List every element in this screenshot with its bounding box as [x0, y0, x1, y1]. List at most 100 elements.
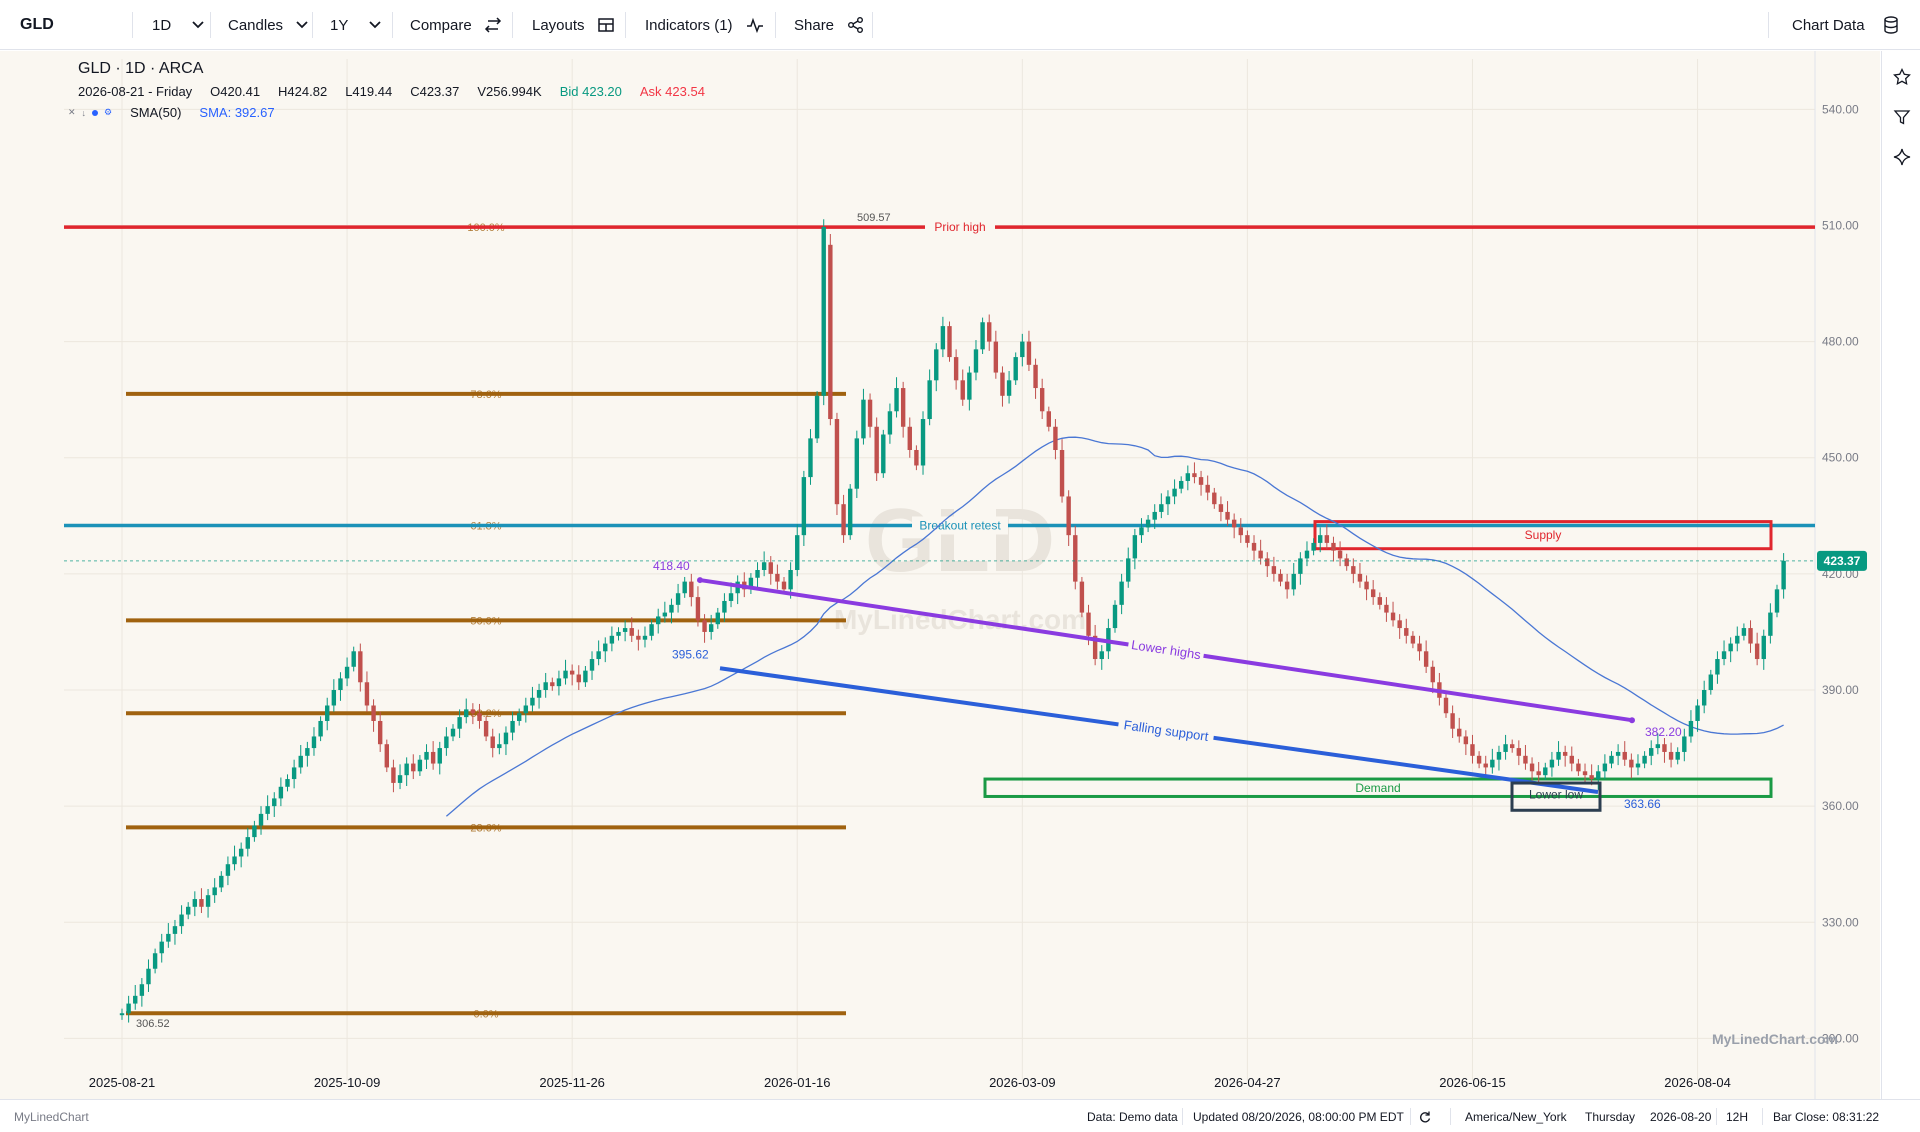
toolbar-divider [775, 12, 776, 38]
candle-body [186, 906, 191, 915]
candle-body [1258, 550, 1263, 559]
candle-body [1218, 504, 1224, 512]
candle-body [477, 713, 482, 721]
candle-body [755, 570, 760, 578]
chevron-down-icon [369, 21, 381, 29]
candle-body [973, 349, 979, 373]
filter-icon [1893, 110, 1911, 125]
candle-body [1602, 763, 1608, 772]
sma-controls[interactable]: ✕ ↓ ⚙ [68, 107, 112, 118]
x-tick-label: 2026-03-09 [989, 1075, 1056, 1090]
candle-body [1159, 504, 1164, 512]
layouts-button[interactable]: Layouts [532, 0, 617, 50]
candle-body [126, 1003, 131, 1014]
falling-support-start-label: 395.62 [672, 647, 709, 661]
lower-highs-end-label: 382.20 [1645, 725, 1682, 739]
candle-body [887, 411, 893, 435]
candle-body [927, 380, 932, 420]
close-icon[interactable]: ✕ [68, 107, 76, 117]
compare-button[interactable]: Compare [410, 0, 504, 50]
candle-body [1145, 519, 1151, 528]
candle-body [808, 438, 813, 478]
toolbar-divider [512, 12, 513, 38]
timezone[interactable]: America/New_York [1465, 1109, 1567, 1124]
candle-body [953, 357, 959, 381]
candle-body [417, 759, 423, 772]
candle-body [848, 488, 853, 536]
arrow-down-icon[interactable]: ↓ [81, 107, 87, 118]
x-tick-label: 2026-01-16 [764, 1075, 831, 1090]
lower-highs-start-dot [697, 577, 703, 584]
candle-body [874, 426, 879, 474]
candle-body [139, 984, 145, 996]
candle-body [358, 651, 363, 683]
candle-body [1735, 635, 1740, 644]
legend-bid: Bid 423.20 [559, 84, 622, 99]
time-axis: 2025-08-21 2025-10-09 2025-11-26 2026-01-16… [89, 1075, 1731, 1090]
candle-body [258, 813, 264, 826]
interval-dropdown[interactable]: 1D [152, 0, 207, 50]
candle-body [1318, 535, 1323, 543]
candle-body [636, 635, 641, 640]
candle-body [1596, 771, 1601, 780]
candle-body [1092, 635, 1098, 660]
candle-body [768, 562, 773, 574]
visible-dot-icon[interactable] [92, 109, 99, 116]
candle-body [450, 728, 456, 737]
breakout-label: Breakout retest [919, 518, 1001, 532]
candle-body [1331, 542, 1336, 551]
candle-body [1470, 744, 1475, 756]
candle-body [1701, 690, 1707, 706]
candle-body [318, 720, 323, 737]
candle-body [834, 419, 840, 505]
candle-body [907, 426, 912, 450]
candle-body [219, 875, 224, 888]
y-tick-label: 360.00 [1822, 799, 1859, 813]
sparkle-button[interactable] [1890, 145, 1914, 169]
chart-data-button[interactable]: Chart Data [1792, 0, 1901, 50]
price-chart[interactable]: 540.00510.00480.00450.00420.00390.00360.… [0, 51, 1880, 1099]
candle-body [1126, 558, 1131, 582]
candle-body [1172, 488, 1177, 497]
candle-body [212, 887, 217, 896]
candle-body [1231, 519, 1237, 528]
candle-body [1006, 380, 1012, 396]
candle-body [894, 388, 899, 412]
candle-body [119, 1013, 125, 1016]
indicators-button[interactable]: Indicators (1) [645, 0, 767, 50]
corner-brand: MyLinedChart.com [1712, 1031, 1838, 1047]
candle-body [1430, 666, 1435, 683]
data-source: Data: Demo data [1087, 1109, 1178, 1124]
y-tick-label: 390.00 [1822, 683, 1859, 697]
demand-label: Demand [1355, 781, 1400, 795]
settings-gear-icon[interactable]: ⚙ [104, 107, 113, 117]
candle-body [298, 755, 303, 768]
candle-body [669, 604, 674, 613]
candle-body [947, 326, 952, 358]
current-price: 423.37 [64, 550, 1867, 571]
candle-body [205, 895, 211, 907]
symbol-button[interactable]: GLD [20, 0, 54, 50]
candle-body [543, 682, 548, 691]
favorite-button[interactable] [1890, 65, 1914, 89]
candle-body [828, 244, 833, 420]
lower-low-box [1510, 781, 1602, 812]
chart-type-dropdown[interactable]: Candles [228, 0, 313, 50]
candle-body [1165, 496, 1171, 505]
filter-button[interactable] [1890, 105, 1914, 129]
hours-toggle[interactable]: 12H [1726, 1109, 1749, 1124]
share-button[interactable]: Share [794, 0, 866, 50]
candle-body [1457, 728, 1462, 737]
candle-body [642, 635, 648, 640]
candle-body [1039, 388, 1045, 412]
candle-body [1423, 651, 1429, 667]
candle-body [675, 593, 681, 605]
candle-body [430, 751, 436, 764]
refresh-button[interactable] [1418, 1100, 1432, 1132]
candle-body [900, 388, 906, 427]
candle-body [722, 600, 727, 613]
chart-legend: GLD · 1D · ARCA 2026-08-21 - Friday O420… [68, 60, 705, 120]
candle-body [761, 562, 767, 570]
range-dropdown[interactable]: 1Y [330, 0, 384, 50]
right-toolbar [1881, 51, 1920, 1099]
